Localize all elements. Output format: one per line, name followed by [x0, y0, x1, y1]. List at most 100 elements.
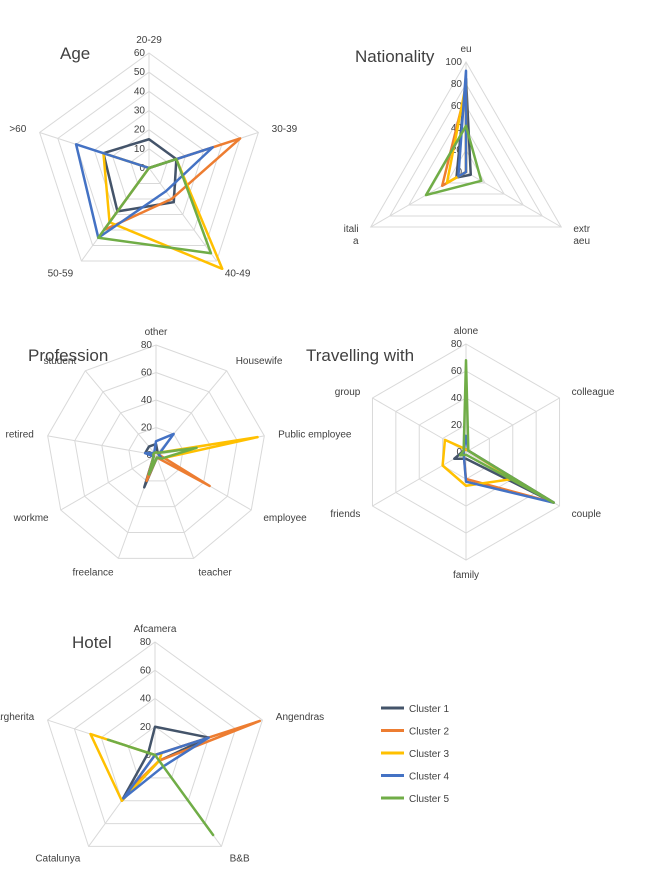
category-label: colleague [572, 387, 615, 398]
axis-spoke [372, 451, 467, 507]
category-label: Afcamera [134, 624, 177, 635]
series-cluster-4 [74, 143, 215, 240]
tick-label: 80 [141, 340, 153, 351]
grid-ring [75, 90, 223, 231]
series-cluster-3 [147, 435, 259, 476]
category-label: B&B [230, 854, 250, 865]
radar-chart-age: Age 0 10 20 30 40 50 60 20-29 30-39 40-49 50-59 >60 [9, 35, 297, 279]
category-label: alone [454, 326, 479, 337]
grid-ring [73, 669, 237, 825]
grid-ring [128, 426, 184, 482]
grid-ring [100, 697, 210, 802]
tick-label: 80 [140, 637, 152, 648]
chart-title: Profession [28, 346, 108, 365]
category-label: Public employee [278, 429, 352, 440]
series-cluster-4 [457, 69, 468, 178]
tick-label: 20 [134, 125, 146, 136]
tick-label: 60 [140, 665, 152, 676]
category-label: couple [572, 509, 602, 520]
tick-label: 60 [134, 48, 146, 59]
grid-ring [101, 399, 211, 508]
category-label: Angendras [276, 712, 324, 723]
tick-label: 80 [451, 79, 463, 90]
tick-label: 60 [451, 366, 463, 377]
tick-label: 60 [141, 368, 153, 379]
category-label: teacher [198, 568, 232, 579]
category-label: friends [330, 509, 360, 520]
grid-ring [93, 109, 205, 216]
category-label: 20-29 [136, 35, 162, 46]
category-label: freelance [72, 568, 114, 579]
legend-label: Cluster 1 [409, 704, 449, 715]
series-cluster-4 [122, 736, 210, 800]
chart-title: Nationality [355, 47, 435, 66]
tick-label: 0 [139, 163, 145, 174]
category-label: eu [460, 44, 471, 55]
grid-ring [111, 129, 187, 200]
axis-spoke [465, 397, 560, 453]
series-cluster-5 [147, 446, 198, 476]
legend-label: Cluster 3 [409, 749, 449, 760]
chart-title: Travelling with [306, 346, 414, 365]
category-label: Catalunya [35, 854, 80, 865]
category-label: 50-59 [48, 268, 74, 279]
series-cluster-5 [97, 157, 213, 255]
grid-ring [369, 61, 563, 228]
series-cluster-5 [106, 738, 215, 837]
tick-label: 40 [451, 393, 463, 404]
grid-ring [46, 641, 264, 847]
category-label: student [43, 356, 76, 367]
grid-ring [39, 52, 259, 262]
tick-label: 40 [141, 395, 153, 406]
axis-spoke [155, 454, 195, 559]
axis-spoke [84, 370, 157, 456]
legend: Cluster 1 Cluster 2 Cluster 3 Cluster 4 Clus… [381, 704, 449, 805]
tick-label: 100 [445, 57, 462, 68]
category-label: 30-39 [272, 124, 298, 135]
radar-chart-travelling-with: Travelling with 0 20 40 60 80 alone colleague co… [306, 326, 615, 581]
tick-label: 50 [134, 67, 146, 78]
grid-ring [407, 104, 525, 206]
radar-chart-hotel: Hotel 0 20 40 60 80 Afcamera Angendras B&B Catalu… [0, 624, 324, 865]
grid-ring [130, 148, 168, 185]
tick-label: 40 [134, 86, 146, 97]
radar-chart-profession: Profession020406080otherHousewifePublic … [6, 327, 352, 579]
legend-label: Cluster 4 [409, 772, 449, 783]
category-label: itali a [344, 224, 359, 247]
tick-label: 30 [134, 106, 146, 117]
series-cluster-5 [424, 124, 483, 197]
grid-ring [47, 344, 265, 559]
axis-spoke [60, 454, 157, 511]
tick-label: 20 [141, 423, 153, 434]
tick-label: 40 [140, 694, 152, 705]
grid-ring [388, 82, 544, 217]
category-label: group [335, 387, 361, 398]
category-label: 40-49 [225, 268, 251, 279]
series-cluster-1 [102, 138, 178, 213]
tick-label: 10 [134, 144, 146, 155]
axis-spoke [47, 435, 157, 456]
series-cluster-3 [441, 438, 515, 487]
tick-label: 20 [451, 420, 463, 431]
category-label: family [453, 570, 479, 581]
category-label: Margherita [0, 712, 35, 723]
category-label: workme [13, 513, 49, 524]
category-label: employee [263, 513, 307, 524]
category-label: retired [6, 429, 34, 440]
category-label: >60 [9, 124, 26, 135]
tick-label: 0 [145, 750, 151, 761]
axis-spoke [148, 167, 217, 262]
grid-ring [74, 371, 238, 534]
category-label: other [145, 327, 168, 338]
chart-title: Hotel [72, 633, 112, 652]
grid-ring [127, 726, 183, 779]
chart-title: Age [60, 44, 90, 63]
legend-label: Cluster 5 [409, 794, 449, 805]
tick-label: 60 [451, 101, 463, 112]
category-label: Housewife [236, 356, 283, 367]
tick-label: 20 [140, 722, 152, 733]
tick-label: 0 [456, 447, 462, 458]
tick-label: 20 [451, 145, 463, 156]
